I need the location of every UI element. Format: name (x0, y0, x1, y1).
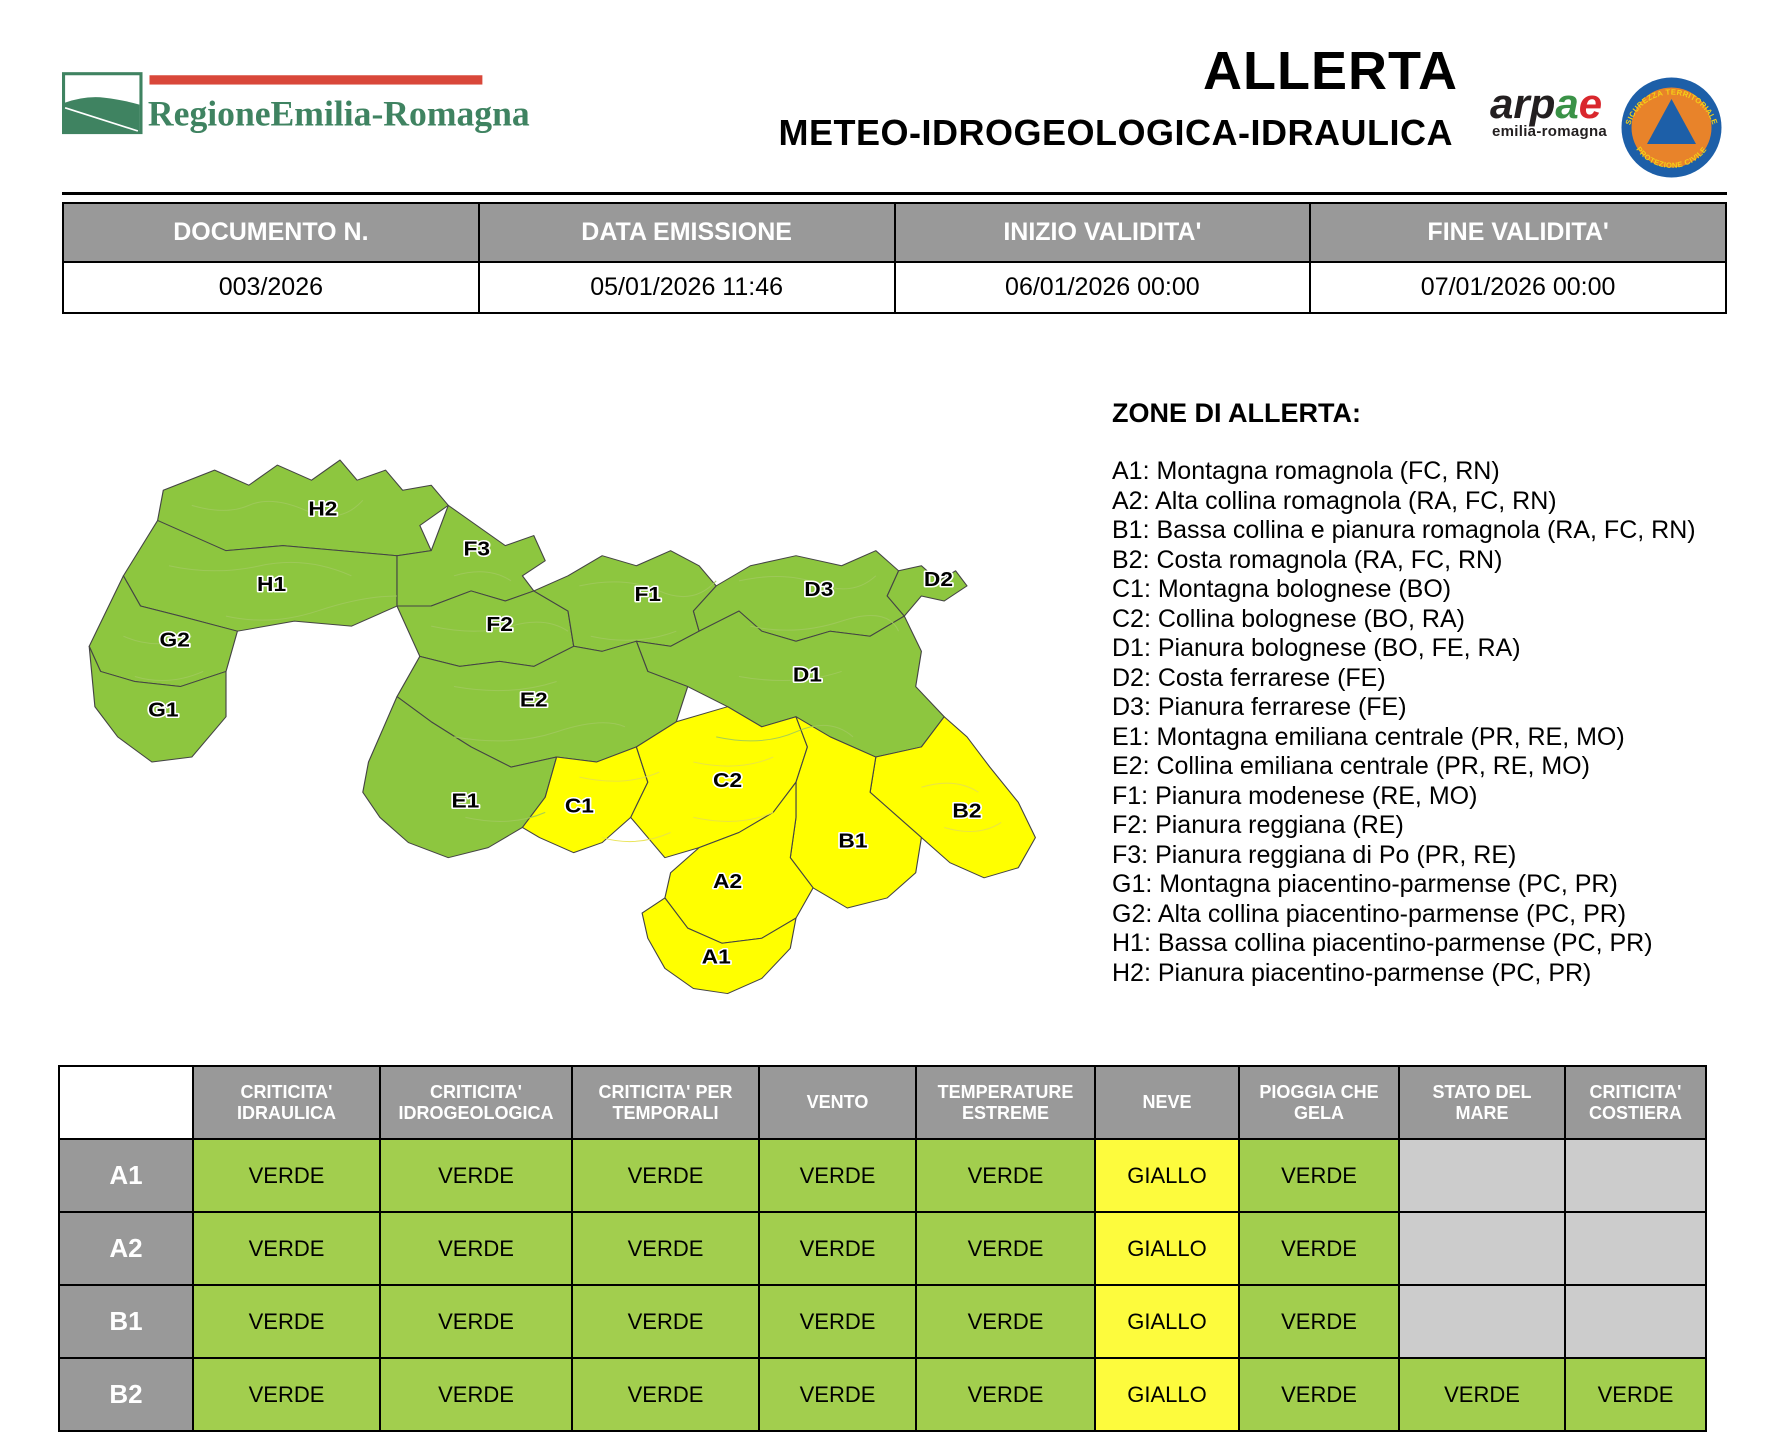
svg-text:A2: A2 (713, 870, 742, 892)
svg-text:B1: B1 (838, 830, 867, 852)
svg-text:F3: F3 (463, 538, 490, 560)
svg-text:C2: C2 (713, 769, 742, 791)
svg-text:H1: H1 (257, 573, 286, 595)
svg-text:G1: G1 (148, 699, 178, 721)
svg-text:C1: C1 (565, 795, 594, 817)
svg-text:D2: D2 (924, 568, 953, 590)
svg-text:G2: G2 (159, 629, 189, 651)
svg-text:D3: D3 (804, 578, 833, 600)
svg-text:emilia-romagna: emilia-romagna (1492, 123, 1607, 140)
svg-text:E1: E1 (451, 790, 479, 812)
svg-text:B2: B2 (952, 800, 981, 822)
svg-text:E2: E2 (520, 689, 548, 711)
svg-text:A1: A1 (702, 946, 731, 968)
svg-text:H2: H2 (308, 498, 337, 520)
svg-text:D1: D1 (793, 664, 822, 686)
svg-text:F1: F1 (634, 583, 661, 605)
svg-text:F2: F2 (486, 613, 513, 635)
svg-text:arpae: arpae (1490, 80, 1602, 127)
